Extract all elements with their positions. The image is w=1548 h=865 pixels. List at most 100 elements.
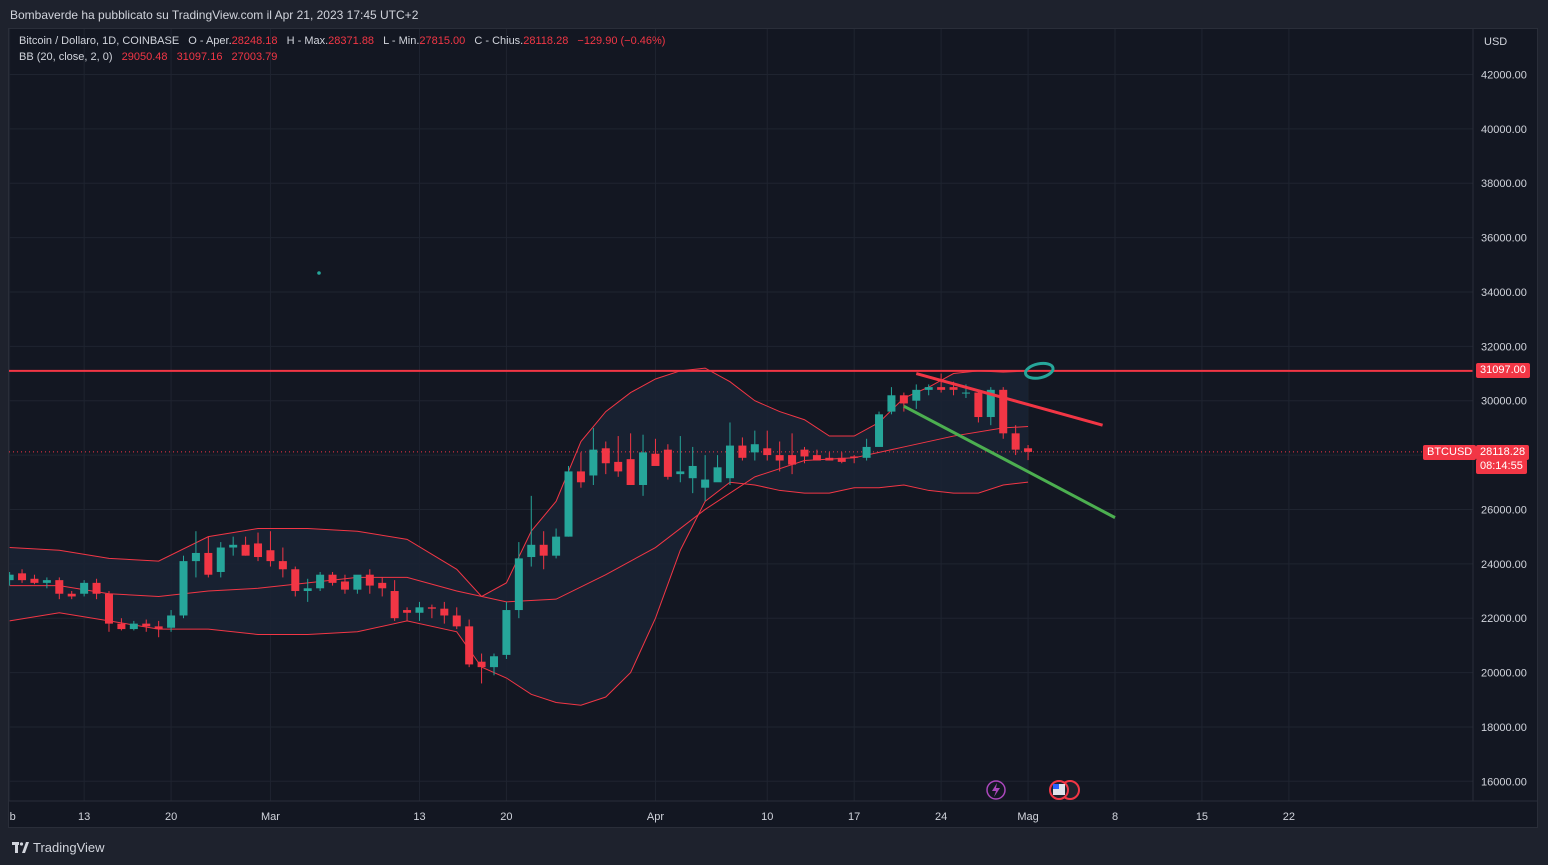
last-price-tag: 28118.28 [1476, 445, 1530, 460]
candle-body[interactable] [167, 615, 176, 628]
candle-body[interactable] [42, 580, 51, 583]
candle-body[interactable] [750, 444, 759, 453]
candle-body[interactable] [477, 661, 486, 668]
candle-body[interactable] [738, 445, 747, 458]
candle-body[interactable] [614, 461, 623, 472]
candle-body[interactable] [67, 593, 76, 597]
candle-body[interactable] [912, 389, 921, 401]
candle-body[interactable] [254, 543, 263, 558]
candle-body[interactable] [403, 610, 412, 613]
candle-body[interactable] [651, 453, 660, 466]
time-tick-label: 20 [165, 811, 177, 823]
candle-body[interactable] [527, 544, 536, 558]
candle-body[interactable] [340, 581, 349, 590]
candle-body[interactable] [514, 558, 523, 611]
candle-body[interactable] [55, 580, 64, 594]
chart-panel[interactable]: USD 16000.00 18000.00 20000.00 22000.00 24000… [8, 28, 1538, 828]
candle-body[interactable] [104, 593, 113, 624]
candle-body[interactable] [812, 455, 821, 461]
candle-body[interactable] [216, 547, 225, 572]
candle-body[interactable] [626, 459, 635, 485]
candle-body[interactable] [589, 449, 598, 476]
candle-body[interactable] [378, 582, 387, 589]
candle-body[interactable] [30, 578, 39, 583]
candlestick-chart[interactable]: USD 16000.00 18000.00 20000.00 22000.00 24000… [9, 29, 1538, 828]
candle-body[interactable] [303, 588, 312, 592]
candle-body[interactable] [316, 574, 325, 589]
candle-body[interactable] [291, 569, 300, 592]
candle-body[interactable] [1024, 448, 1033, 452]
candle-body[interactable] [701, 479, 710, 488]
candle-body[interactable] [725, 445, 734, 479]
candle-body[interactable] [999, 389, 1008, 434]
candle-body[interactable] [887, 395, 896, 412]
candle-body[interactable] [601, 448, 610, 464]
candle-body[interactable] [502, 610, 511, 655]
candle-body[interactable] [924, 387, 933, 390]
candle-body[interactable] [825, 457, 834, 461]
time-tick-label: 13 [413, 811, 425, 823]
candle-body[interactable] [676, 471, 685, 475]
candle-body[interactable] [539, 544, 548, 556]
candle-body[interactable] [713, 467, 722, 483]
candle-body[interactable] [278, 561, 287, 570]
candle-body[interactable] [117, 623, 126, 630]
candle-body[interactable] [763, 448, 772, 456]
candle-body[interactable] [576, 471, 585, 483]
candle-body[interactable] [142, 623, 151, 627]
candle-body[interactable] [353, 574, 362, 590]
price-tick-label: 20000.00 [1481, 668, 1527, 680]
candle-body[interactable] [129, 623, 138, 630]
candle-body[interactable] [9, 574, 14, 581]
candle-body[interactable] [949, 387, 958, 390]
red-trendline[interactable] [915, 372, 1103, 427]
lightning-event-icon[interactable] [986, 780, 1006, 800]
time-tick-label: Mar [261, 811, 280, 823]
candle-body[interactable] [154, 626, 163, 630]
candle-body[interactable] [365, 574, 374, 586]
candle-body[interactable] [204, 552, 213, 575]
candle-body[interactable] [850, 456, 859, 458]
candle-body[interactable] [564, 471, 573, 537]
candle-body[interactable] [80, 582, 89, 594]
candle-body[interactable] [875, 414, 884, 447]
candle-body[interactable] [552, 536, 561, 556]
candle-body[interactable] [899, 395, 908, 404]
price-tick-label: 30000.00 [1481, 396, 1527, 408]
candle-body[interactable] [688, 465, 697, 479]
candle-body[interactable] [191, 552, 200, 562]
candle-body[interactable] [800, 449, 809, 457]
candle-body[interactable] [663, 449, 672, 477]
candle-body[interactable] [390, 591, 399, 619]
candle-body[interactable] [974, 392, 983, 418]
candle-body[interactable] [427, 607, 436, 609]
time-axis-panel[interactable] [9, 801, 1538, 828]
candle-body[interactable] [837, 457, 846, 462]
candle-body[interactable] [328, 574, 337, 583]
candle-body[interactable] [961, 392, 970, 394]
candle-body[interactable] [788, 455, 797, 465]
candle-body[interactable] [937, 387, 946, 390]
candle-body[interactable] [266, 550, 275, 562]
tradingview-logo[interactable]: TradingView [12, 840, 105, 855]
candle-body[interactable] [490, 656, 499, 668]
green-trendline[interactable] [903, 404, 1116, 519]
candle-body[interactable] [440, 608, 449, 616]
candle-body[interactable] [775, 455, 784, 461]
candle-body[interactable] [179, 561, 188, 616]
candle-body[interactable] [92, 582, 101, 594]
candle-body[interactable] [862, 446, 871, 458]
candle-body[interactable] [465, 626, 474, 665]
candle-body[interactable] [415, 607, 424, 613]
ellipse-marker[interactable] [1023, 361, 1055, 381]
candle-body[interactable] [639, 452, 648, 485]
price-axis-panel[interactable] [1473, 29, 1538, 828]
candle-body[interactable] [18, 573, 27, 581]
bollinger-upper-line [9, 367, 1029, 598]
candle-body[interactable] [986, 389, 995, 418]
time-tick-label: 17 [848, 811, 860, 823]
candle-body[interactable] [1011, 433, 1020, 450]
candle-body[interactable] [229, 544, 238, 548]
candle-body[interactable] [452, 615, 461, 627]
candle-body[interactable] [241, 544, 250, 556]
